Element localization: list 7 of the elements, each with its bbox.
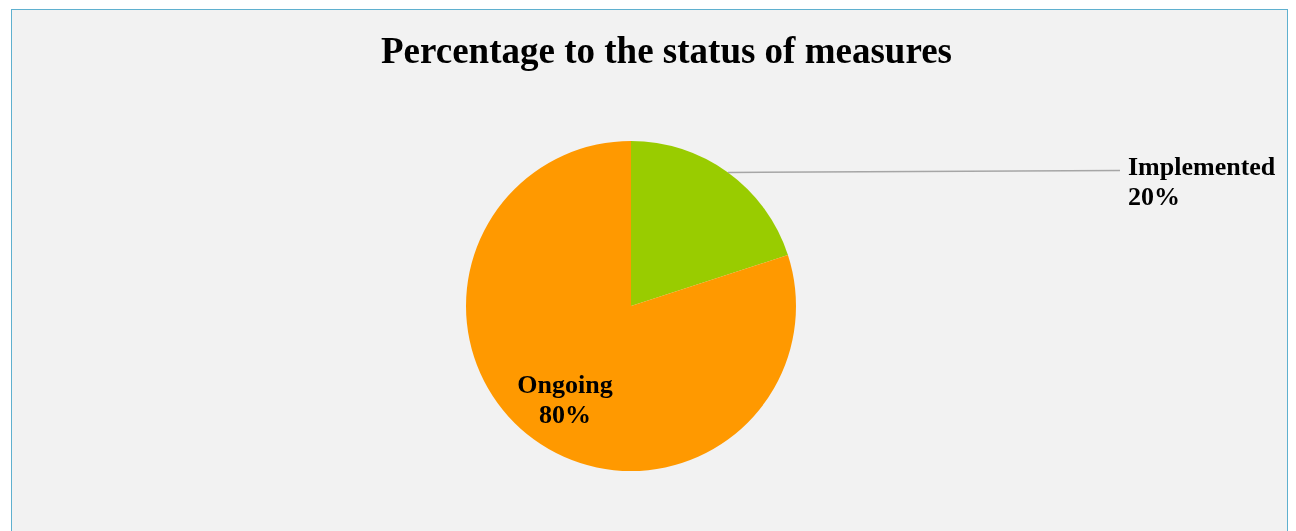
pie-slice (466, 141, 796, 471)
pie-slice (631, 141, 788, 306)
slice-label: Ongoing (517, 369, 613, 399)
data-label: 80% (539, 399, 592, 429)
chart-title: Percentage to the status of measures (380, 30, 953, 72)
data-label: 20% (1128, 181, 1180, 211)
slice-label: Implemented (1128, 151, 1276, 181)
